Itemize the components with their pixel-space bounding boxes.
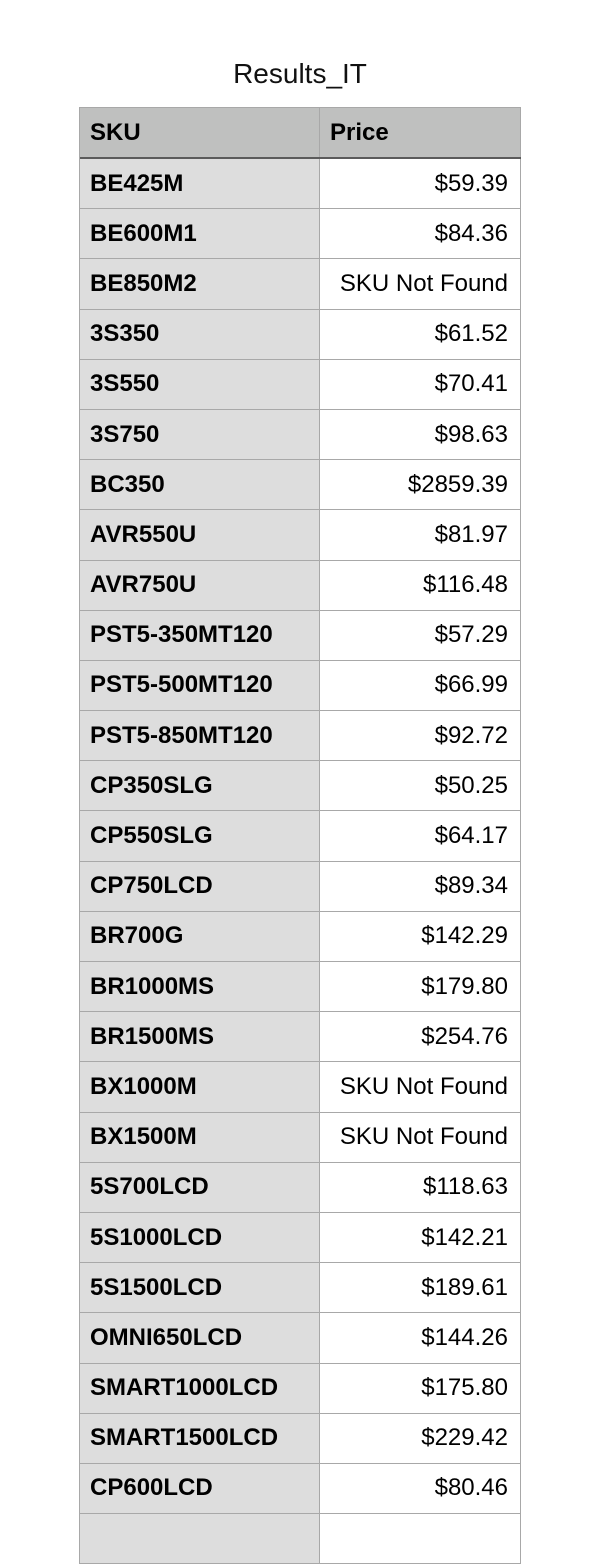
price-cell[interactable]: $70.41 — [320, 359, 521, 410]
price-cell[interactable]: $50.25 — [320, 761, 521, 812]
sku-cell[interactable]: OMNI650LCD — [80, 1313, 320, 1364]
sku-cell[interactable]: PST5-350MT120 — [80, 610, 320, 661]
price-cell[interactable]: $89.34 — [320, 861, 521, 912]
price-cell[interactable]: $175.80 — [320, 1363, 521, 1414]
table-row: BE425M $59.39 — [80, 159, 521, 210]
table-row: BR1000MS $179.80 — [80, 962, 521, 1013]
table-row: BX1500M SKU Not Found — [80, 1112, 521, 1163]
table-row: CP750LCD $89.34 — [80, 861, 521, 912]
table-row: 5S700LCD $118.63 — [80, 1162, 521, 1213]
sku-cell[interactable]: BR1500MS — [80, 1012, 320, 1063]
sku-cell[interactable]: CP600LCD — [80, 1463, 320, 1515]
sku-cell[interactable]: BR700G — [80, 911, 320, 962]
sku-cell[interactable]: CP750LCD — [80, 861, 320, 912]
sku-cell[interactable]: AVR750U — [80, 560, 320, 611]
table-row: BX1000M SKU Not Found — [80, 1062, 521, 1113]
table-row: 5S1500LCD $189.61 — [80, 1263, 521, 1314]
sku-cell[interactable]: 3S350 — [80, 309, 320, 360]
table-row: PST5-500MT120 $66.99 — [80, 660, 521, 712]
sku-cell[interactable]: PST5-850MT120 — [80, 711, 320, 762]
price-cell[interactable]: $179.80 — [320, 962, 521, 1013]
sku-cell[interactable]: 5S1500LCD — [80, 1263, 320, 1314]
sku-cell[interactable]: 3S750 — [80, 409, 320, 461]
table-row: BE850M2 SKU Not Found — [80, 259, 521, 310]
table-body: BE425M $59.39 BE600M1 $84.36 BE850M2 SKU Not … — [80, 159, 521, 1564]
table-row: BC350 $2859.39 — [80, 460, 521, 511]
sku-cell[interactable]: BE600M1 — [80, 209, 320, 260]
price-cell[interactable]: SKU Not Found — [320, 1112, 521, 1163]
table-row: CP350SLG $50.25 — [80, 761, 521, 812]
table-row: BR700G $142.29 — [80, 911, 521, 962]
sku-cell[interactable]: BX1500M — [80, 1112, 320, 1163]
price-cell[interactable]: SKU Not Found — [320, 259, 521, 310]
price-cell[interactable]: $80.46 — [320, 1463, 521, 1515]
sheet-title: Results_IT — [233, 58, 367, 89]
table-row: 5S1000LCD $142.21 — [80, 1212, 521, 1264]
table-row: PST5-350MT120 $57.29 — [80, 610, 521, 661]
sku-cell[interactable]: 5S1000LCD — [80, 1212, 320, 1264]
price-cell[interactable]: $116.48 — [320, 560, 521, 611]
price-cell[interactable]: $59.39 — [320, 159, 521, 210]
table-row: SMART1000LCD $175.80 — [80, 1363, 521, 1414]
table-row: CP600LCD $80.46 — [80, 1463, 521, 1515]
sku-cell[interactable]: PST5-500MT120 — [80, 660, 320, 712]
sku-cell[interactable]: BE425M — [80, 159, 320, 210]
results-table: SKU Price BE425M $59.39 BE600M1 $84.36 BE850… — [79, 107, 521, 1564]
table-row: PST5-850MT120 $92.72 — [80, 711, 521, 762]
price-cell[interactable]: $81.97 — [320, 510, 521, 561]
table-row: OMNI650LCD $144.26 — [80, 1313, 521, 1364]
sku-cell[interactable]: 3S550 — [80, 359, 320, 410]
price-cell[interactable]: $2859.39 — [320, 460, 521, 511]
sku-cell[interactable]: BC350 — [80, 460, 320, 511]
table-row: AVR750U $116.48 — [80, 560, 521, 611]
sku-cell[interactable]: 5S700LCD — [80, 1162, 320, 1213]
table-row: 3S550 $70.41 — [80, 359, 521, 410]
table-row: CP550SLG $64.17 — [80, 811, 521, 862]
sku-cell[interactable]: SMART1000LCD — [80, 1363, 320, 1414]
price-cell[interactable]: $142.29 — [320, 911, 521, 962]
table-row: AVR550U $81.97 — [80, 510, 521, 561]
price-cell[interactable]: $57.29 — [320, 610, 521, 661]
price-cell[interactable]: $144.26 — [320, 1313, 521, 1364]
table-row: BE600M1 $84.36 — [80, 209, 521, 260]
sku-cell[interactable]: BR1000MS — [80, 962, 320, 1013]
sku-cell[interactable]: CP350SLG — [80, 761, 320, 812]
table-row: 3S350 $61.52 — [80, 309, 521, 360]
header-cell-sku[interactable]: SKU — [80, 108, 320, 157]
price-cell[interactable]: $98.63 — [320, 409, 521, 461]
sku-cell[interactable]: SMART1500LCD — [80, 1413, 320, 1464]
price-cell[interactable]: $142.21 — [320, 1212, 521, 1264]
table-row: SMART1500LCD $229.42 — [80, 1413, 521, 1464]
sku-cell[interactable]: BE850M2 — [80, 259, 320, 310]
price-cell[interactable]: $254.76 — [320, 1012, 521, 1063]
price-cell[interactable]: $189.61 — [320, 1263, 521, 1314]
price-cell[interactable]: $229.42 — [320, 1413, 521, 1464]
table-row: BR1500MS $254.76 — [80, 1012, 521, 1063]
price-cell[interactable]: SKU Not Found — [320, 1062, 521, 1113]
price-cell[interactable]: $66.99 — [320, 660, 521, 712]
price-cell[interactable]: $64.17 — [320, 811, 521, 862]
table-header-row: SKU Price — [80, 108, 521, 159]
price-cell[interactable]: $61.52 — [320, 309, 521, 360]
price-cell[interactable]: $84.36 — [320, 209, 521, 260]
header-cell-price[interactable]: Price — [320, 108, 521, 157]
sku-cell[interactable]: CP550SLG — [80, 811, 320, 862]
price-cell[interactable]: $92.72 — [320, 711, 521, 762]
sku-cell[interactable]: AVR550U — [80, 510, 320, 561]
table-row: 3S750 $98.63 — [80, 409, 521, 461]
price-cell[interactable]: $118.63 — [320, 1162, 521, 1213]
sku-cell[interactable]: BX1000M — [80, 1062, 320, 1113]
